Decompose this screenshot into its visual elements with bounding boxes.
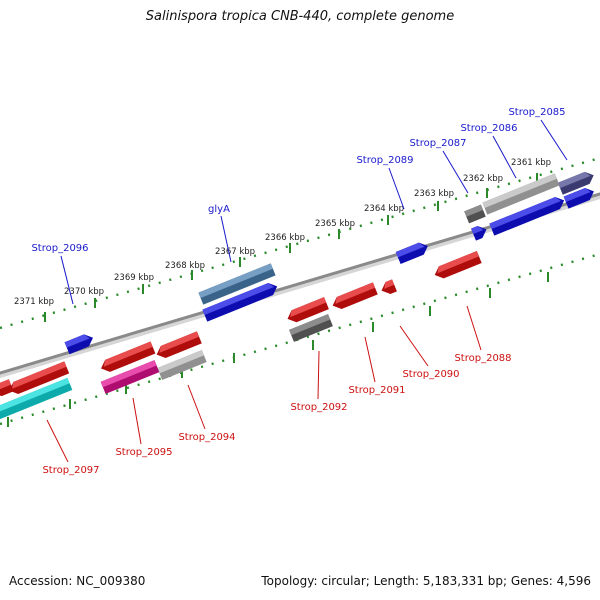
gene-strop-2087[interactable] — [464, 204, 486, 224]
scale-tick-label: 2364 kbp — [364, 204, 404, 214]
gene-strop-2089[interactable] — [395, 240, 431, 265]
gene-label-strop-2095[interactable]: Strop_2095 — [115, 447, 172, 458]
scale-tick-label: 2367 kbp — [215, 247, 255, 257]
gene-label-strop-2087[interactable]: Strop_2087 — [409, 138, 466, 149]
gene-cds-fwd[interactable] — [202, 280, 279, 322]
scale-tick-label: 2363 kbp — [414, 189, 454, 199]
scale-tick-label: 2368 kbp — [165, 261, 205, 271]
gene-cds-rev[interactable] — [0, 379, 14, 399]
gene-strop-2095[interactable] — [100, 360, 160, 394]
scale-tick-label: 2361 kbp — [511, 158, 551, 168]
gene-strop-2086[interactable] — [482, 173, 560, 215]
gene-label-strop-2097[interactable]: Strop_2097 — [42, 465, 99, 476]
upper-scale-line — [0, 156, 600, 330]
gene-cds-rev[interactable] — [285, 297, 329, 325]
gene-cds-fwd[interactable] — [471, 223, 489, 241]
gene-strop-2085[interactable] — [557, 169, 596, 195]
gene-leader-line — [492, 135, 517, 179]
gene-leader-line — [388, 167, 405, 210]
gene-leader-line — [364, 336, 376, 383]
gene-label-strop-2089[interactable]: Strop_2089 — [356, 155, 413, 166]
gene-cds-rev[interactable] — [7, 361, 70, 396]
gene-leader-line — [442, 150, 469, 194]
gene-strop-2097[interactable] — [0, 377, 73, 423]
genome-summary: Topology: circular; Length: 5,183,331 bp… — [261, 574, 591, 588]
gene-cds-rev[interactable] — [99, 341, 156, 374]
gene-label-strop-2088[interactable]: Strop_2088 — [454, 353, 511, 364]
genome-title: Salinispora tropica CNB-440, complete ge… — [145, 9, 455, 24]
gene-label-strop-2096[interactable]: Strop_2096 — [31, 243, 88, 254]
gene-strop-2090[interactable] — [379, 279, 397, 296]
gene-strop-2092[interactable] — [289, 314, 333, 342]
gene-label-strop-2085[interactable]: Strop_2085 — [508, 107, 565, 118]
gene-label-strop-2094[interactable]: Strop_2094 — [178, 432, 235, 443]
scale-tick-label: 2370 kbp — [64, 287, 104, 297]
scale-tick-label: 2362 kbp — [463, 174, 503, 184]
scale-tick-label: 2369 kbp — [114, 273, 154, 283]
gene-leader-line — [399, 325, 429, 367]
gene-leader-line — [187, 384, 206, 430]
gene-strop-2094[interactable] — [157, 349, 207, 381]
gene-strop-2096[interactable] — [64, 332, 96, 355]
gene-strop-2088[interactable] — [432, 250, 482, 281]
gene-label-strop-2090[interactable]: Strop_2090 — [402, 369, 459, 380]
gene-glya[interactable] — [198, 263, 276, 305]
gene-cds-fwd[interactable] — [563, 185, 597, 209]
gene-strop-2091[interactable] — [330, 282, 378, 311]
gene-cds-rev[interactable] — [154, 331, 202, 360]
scale-tick-label: 2365 kbp — [315, 219, 355, 229]
scale-tick-label: 2371 kbp — [14, 297, 54, 307]
accession-label: Accession: NC_009380 — [9, 574, 146, 588]
gene-label-strop-2086[interactable]: Strop_2086 — [460, 123, 517, 134]
gene-leader-line — [132, 397, 142, 445]
gene-label-strop-2092[interactable]: Strop_2092 — [290, 402, 347, 413]
gene-cds-fwd[interactable] — [489, 194, 566, 236]
gene-leader-line — [220, 215, 232, 263]
gene-label-strop-2091[interactable]: Strop_2091 — [348, 385, 405, 396]
gene-label-glya[interactable]: glyA — [208, 204, 230, 215]
gene-leader-line — [46, 419, 69, 463]
gene-leader-line — [317, 350, 320, 400]
gene-leader-line — [466, 305, 482, 351]
gene-leader-line — [60, 255, 74, 305]
gene-leader-line — [540, 119, 568, 161]
scale-tick-label: 2366 kbp — [265, 233, 305, 243]
